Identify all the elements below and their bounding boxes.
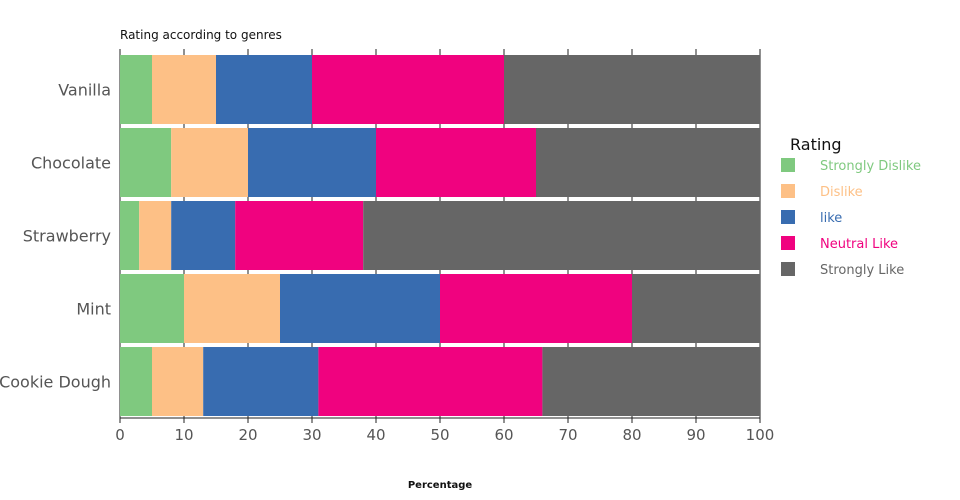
bar-chocolate-dislike bbox=[171, 128, 248, 197]
bar-strawberry-dislike bbox=[139, 201, 172, 270]
legend-swatch-strongly-like bbox=[781, 262, 795, 276]
legend-swatch-dislike bbox=[781, 184, 795, 198]
tick-label-40: 40 bbox=[366, 426, 385, 444]
category-label-mint: Mint bbox=[76, 300, 111, 319]
bar-chocolate-neutral-like bbox=[376, 128, 536, 197]
category-label-vanilla: Vanilla bbox=[58, 81, 111, 100]
tick-label-10: 10 bbox=[174, 426, 193, 444]
x-axis-label: Percentage bbox=[408, 480, 473, 491]
legend-swatch-strongly-dislike bbox=[781, 158, 795, 172]
tick-label-0: 0 bbox=[115, 426, 125, 444]
bar-mint-like bbox=[280, 274, 440, 343]
bar-vanilla-like bbox=[216, 55, 312, 124]
bar-cookie-dough-strongly-like bbox=[542, 347, 760, 416]
tick-label-100: 100 bbox=[746, 426, 775, 444]
bar-vanilla-neutral-like bbox=[312, 55, 504, 124]
tick-label-50: 50 bbox=[430, 426, 449, 444]
bar-vanilla-dislike bbox=[152, 55, 216, 124]
bar-mint-neutral-like bbox=[440, 274, 632, 343]
bar-mint-strongly-like bbox=[632, 274, 760, 343]
legend-label-like: like bbox=[820, 211, 842, 226]
category-label-strawberry: Strawberry bbox=[23, 227, 111, 246]
bar-strawberry-strongly-like bbox=[363, 201, 760, 270]
tick-label-90: 90 bbox=[686, 426, 705, 444]
bar-mint-strongly-dislike bbox=[120, 274, 184, 343]
tick-label-60: 60 bbox=[494, 426, 513, 444]
legend-title: Rating bbox=[790, 135, 842, 154]
bar-strawberry-like bbox=[171, 201, 236, 270]
bar-vanilla-strongly-like bbox=[504, 55, 760, 124]
bar-chocolate-strongly-like bbox=[536, 128, 760, 197]
legend-swatch-neutral-like bbox=[781, 236, 795, 250]
bar-mint-dislike bbox=[184, 274, 280, 343]
bar-chocolate-strongly-dislike bbox=[120, 128, 172, 197]
tick-label-70: 70 bbox=[558, 426, 577, 444]
bars bbox=[120, 55, 760, 416]
category-label-chocolate: Chocolate bbox=[31, 154, 111, 173]
tick-label-30: 30 bbox=[302, 426, 321, 444]
x-axis-ticks: 0 10 20 30 40 50 60 70 80 90 100 bbox=[115, 417, 775, 444]
bar-chocolate-like bbox=[248, 128, 376, 197]
tick-label-20: 20 bbox=[238, 426, 257, 444]
category-label-cookie-dough: Cookie Dough bbox=[0, 373, 111, 392]
legend-label-neutral-like: Neutral Like bbox=[820, 237, 898, 252]
legend: Rating Strongly Dislike Dislike like Neutra… bbox=[781, 135, 921, 278]
legend-label-strongly-dislike: Strongly Dislike bbox=[820, 159, 921, 174]
bar-strawberry-strongly-dislike bbox=[120, 201, 140, 270]
legend-label-strongly-like: Strongly Like bbox=[820, 263, 904, 278]
category-labels: Vanilla Chocolate Strawberry Mint Cookie Dou… bbox=[0, 81, 111, 392]
bar-cookie-dough-like bbox=[203, 347, 319, 416]
bar-vanilla-strongly-dislike bbox=[120, 55, 152, 124]
legend-label-dislike: Dislike bbox=[820, 185, 863, 200]
bar-cookie-dough-neutral-like bbox=[318, 347, 543, 416]
chart-title: Rating according to genres bbox=[120, 28, 282, 42]
tick-label-80: 80 bbox=[622, 426, 641, 444]
bar-strawberry-neutral-like bbox=[235, 201, 364, 270]
legend-swatch-like bbox=[781, 210, 795, 224]
bar-cookie-dough-dislike bbox=[152, 347, 204, 416]
bar-cookie-dough-strongly-dislike bbox=[120, 347, 152, 416]
